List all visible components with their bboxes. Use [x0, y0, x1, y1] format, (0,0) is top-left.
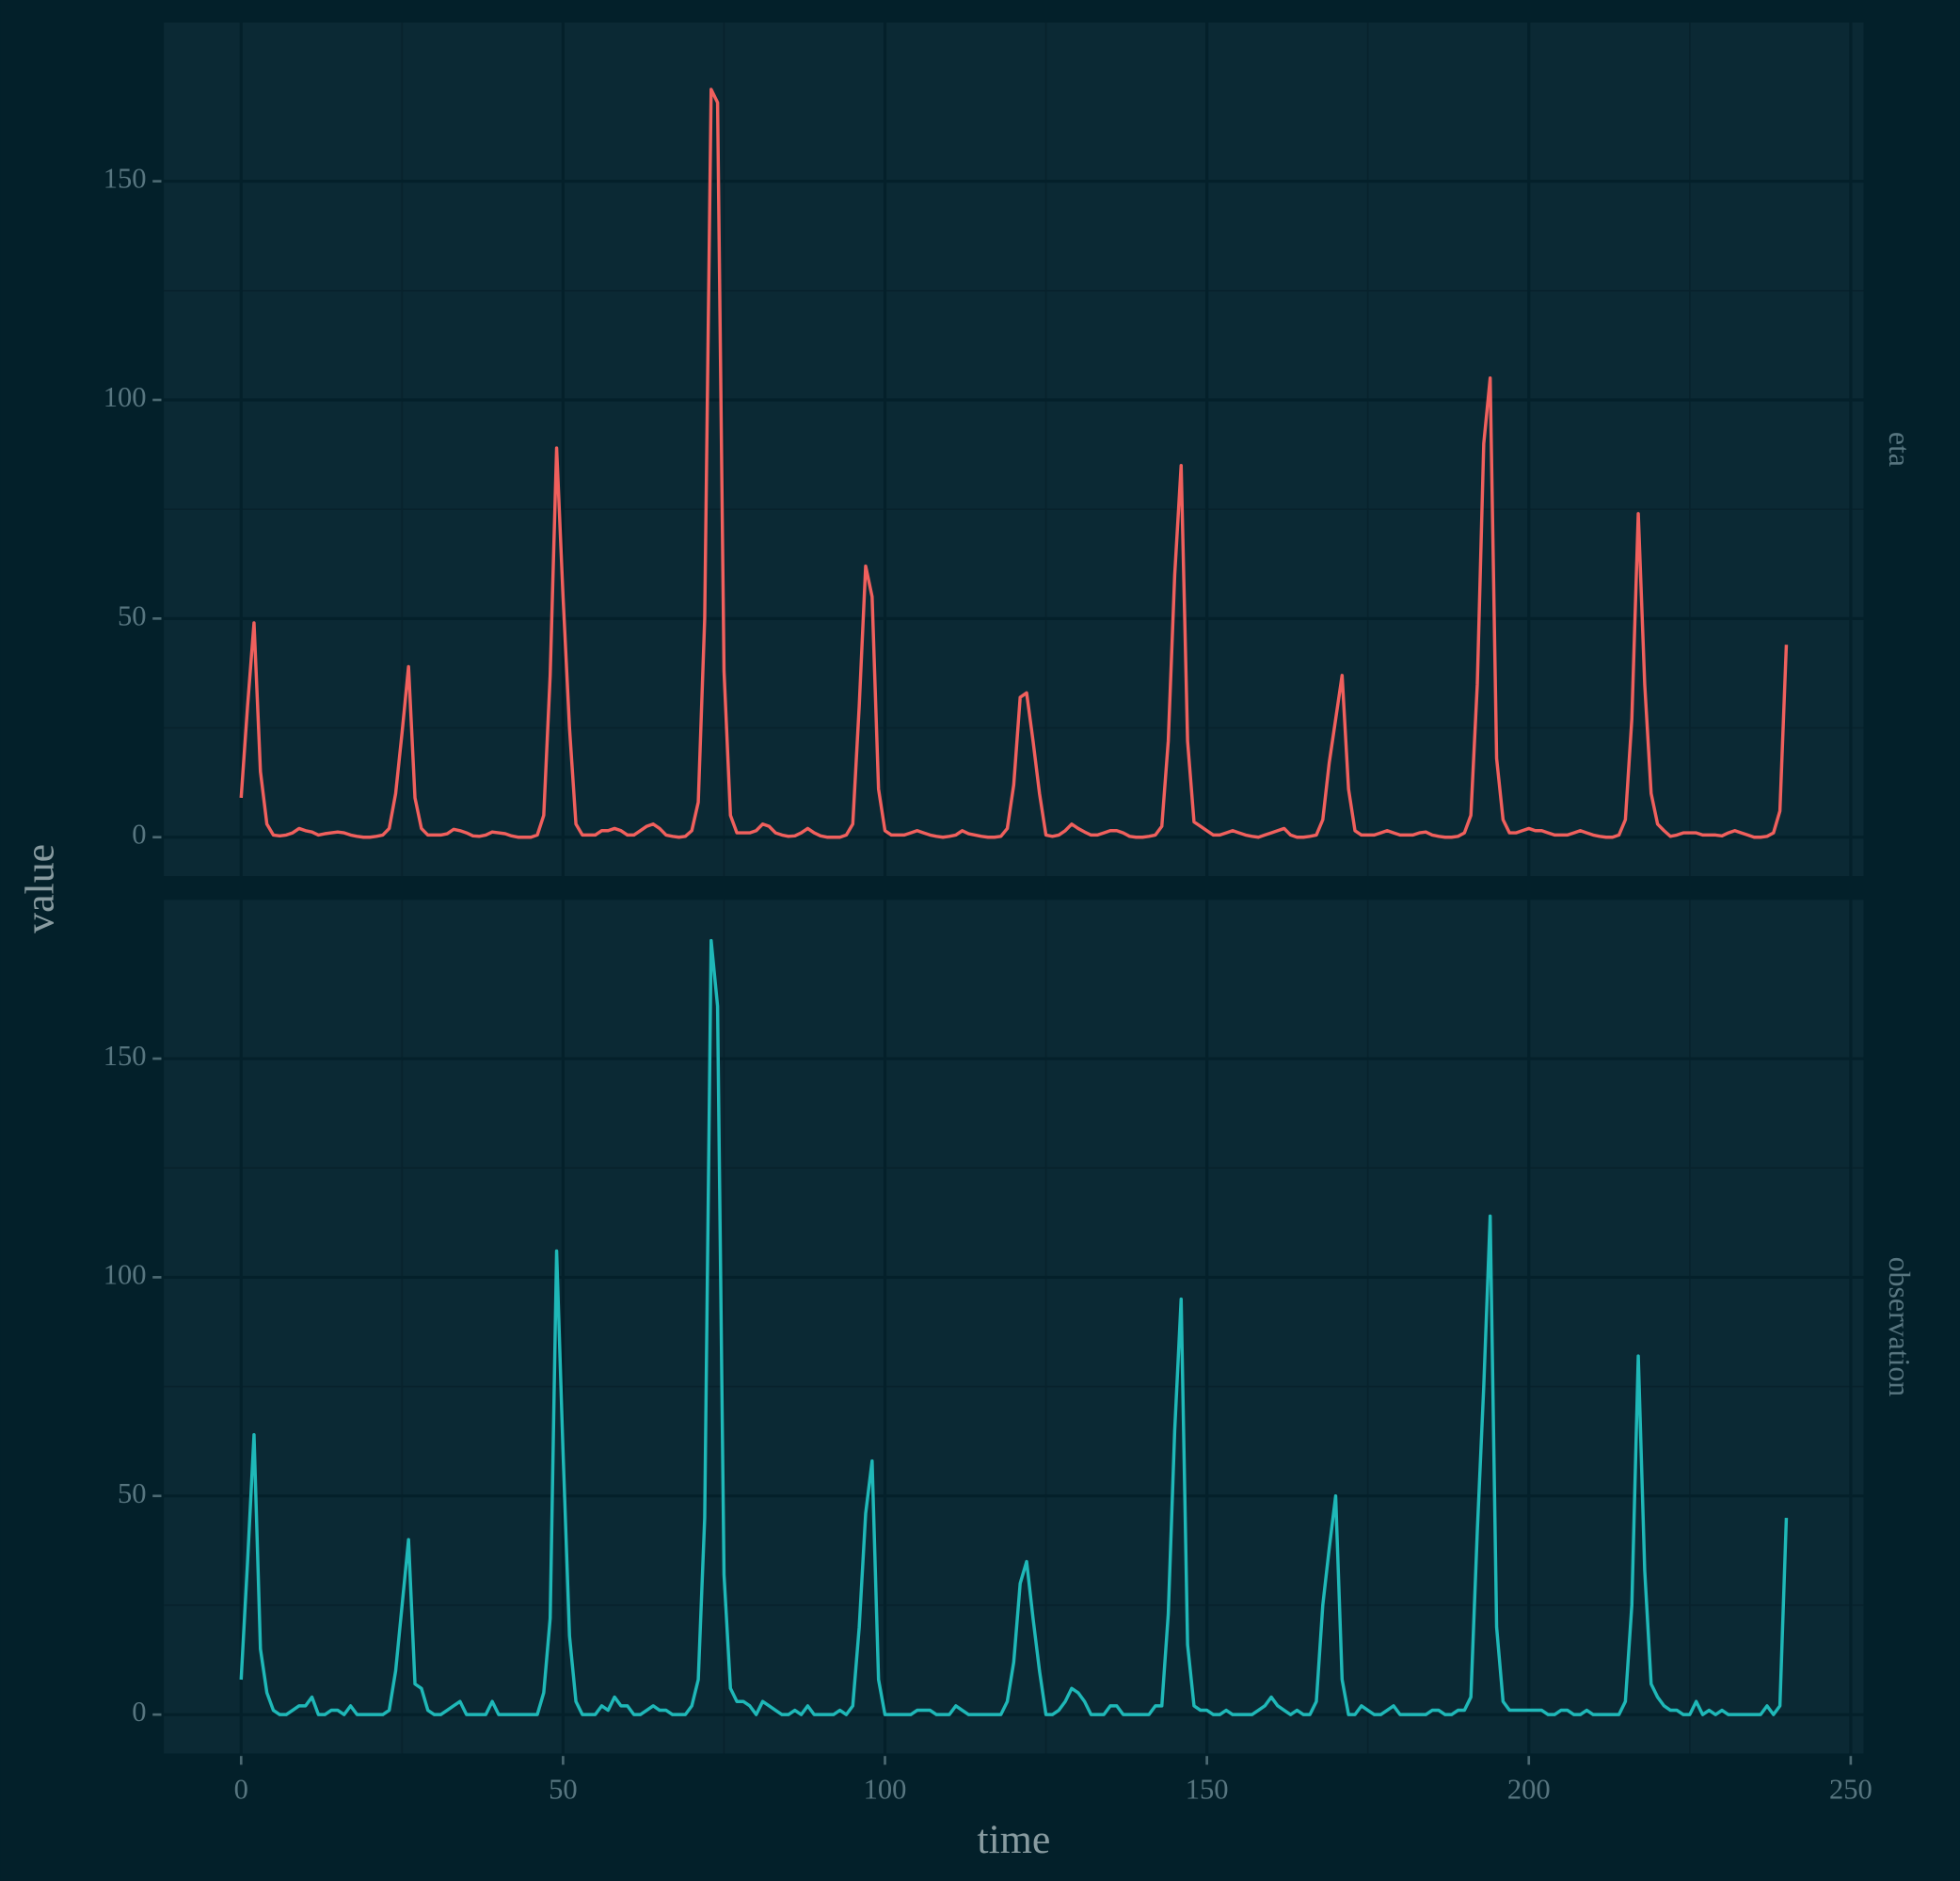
x-tick-label: 0 [234, 1774, 248, 1806]
y-tick-label: 150 [104, 1040, 147, 1072]
x-tick-label: 100 [864, 1774, 907, 1806]
y-tick-label: 0 [132, 819, 146, 851]
panel [164, 900, 1864, 1754]
facet-label: eta [1883, 432, 1916, 467]
x-tick-label: 50 [549, 1774, 578, 1806]
x-tick-label: 200 [1507, 1774, 1551, 1806]
x-axis-title: time [977, 1817, 1050, 1862]
panel [164, 22, 1864, 877]
y-tick-label: 150 [104, 163, 147, 195]
y-tick-label: 0 [132, 1696, 146, 1728]
facet-label: observation [1883, 1257, 1916, 1397]
x-tick-label: 250 [1829, 1774, 1872, 1806]
y-tick-label: 50 [118, 1477, 147, 1509]
y-axis-title: value [18, 844, 63, 933]
y-tick-label: 100 [104, 381, 147, 413]
y-tick-label: 100 [104, 1258, 147, 1290]
y-tick-label: 50 [118, 599, 147, 631]
x-tick-label: 150 [1186, 1774, 1229, 1806]
data-line [239, 938, 1789, 1716]
data-line [239, 88, 1789, 839]
